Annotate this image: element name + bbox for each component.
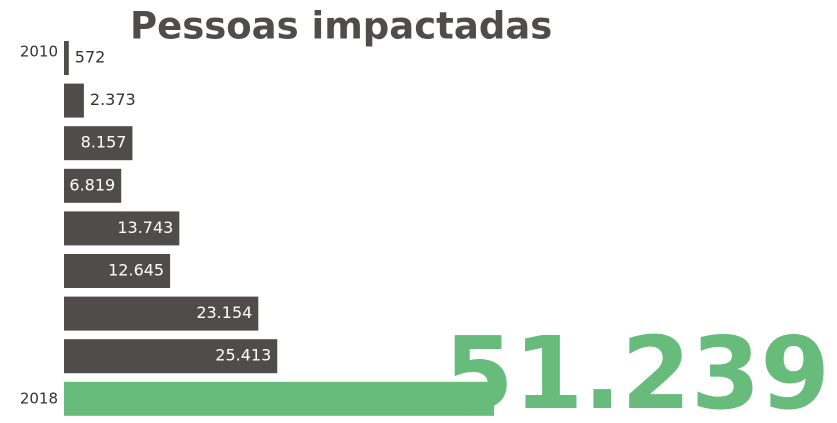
value-label: 572	[75, 48, 106, 67]
value-label: 25.413	[215, 346, 271, 365]
value-label: 12.645	[108, 261, 164, 280]
value-label: 6.819	[69, 175, 115, 194]
bar	[64, 211, 180, 246]
bar	[64, 83, 84, 118]
chart-title: Pessoas impactadas	[130, 5, 552, 48]
highlight-value-label: 51.239	[444, 315, 830, 423]
bar	[64, 296, 259, 331]
value-label: 13.743	[117, 218, 173, 237]
value-label: 2.373	[90, 90, 136, 109]
bar	[64, 168, 122, 203]
bar	[64, 381, 494, 416]
bar	[64, 254, 171, 288]
value-label: 23.154	[196, 303, 252, 322]
value-label: 8.157	[81, 133, 127, 152]
bar	[64, 126, 133, 161]
bar	[64, 41, 69, 75]
bar	[64, 339, 278, 374]
y-tick-label: 2010	[20, 43, 58, 61]
y-tick-label: 2018	[20, 389, 58, 407]
